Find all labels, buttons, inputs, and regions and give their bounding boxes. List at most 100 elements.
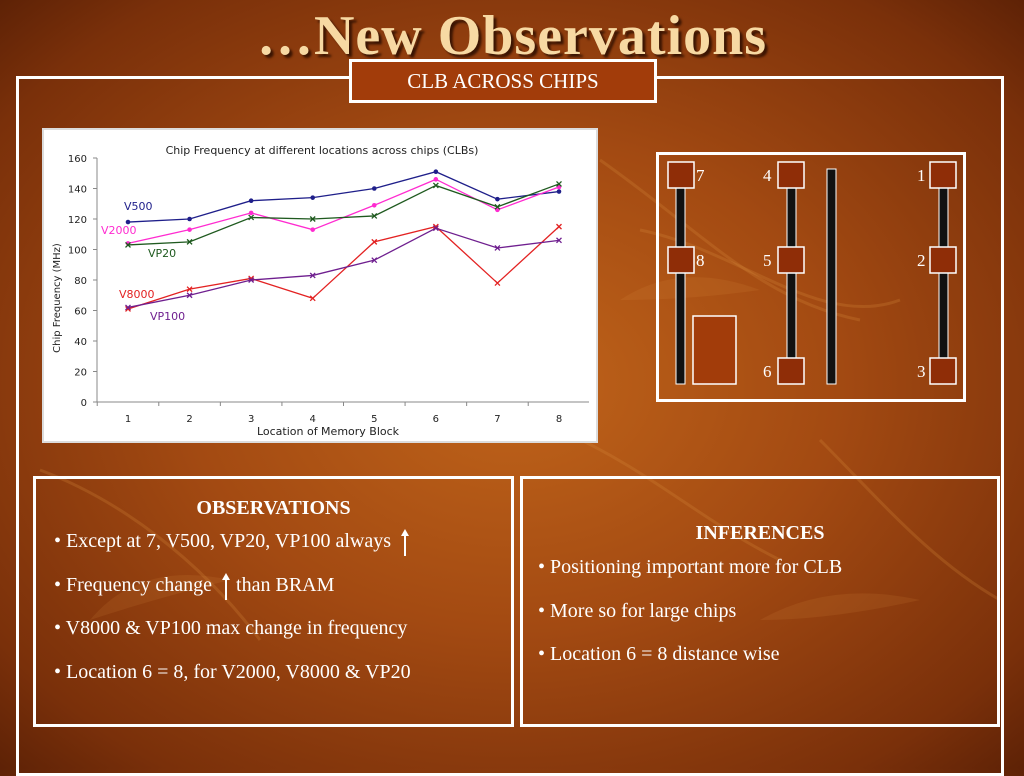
observations-list: • Except at 7, V500, VP20, VP100 always … [54,520,511,694]
column-bar [938,178,949,385]
data-point-stroke [248,214,255,221]
data-point [371,212,378,219]
y-tick-label: 160 [68,154,87,165]
legend-label-vp100: VP100 [150,310,185,323]
y-tick-label: 120 [68,215,87,226]
data-point [187,227,192,232]
chart-y-label: Chip Frequency (MHz) [52,243,63,353]
x-tick-label: 2 [186,414,192,425]
data-point [494,203,501,210]
column-bar [786,178,797,385]
subtitle-box: CLB ACROSS CHIPS [349,59,657,103]
block-label-4: 4 [763,166,772,185]
data-point-stroke [556,237,562,244]
data-point-stroke [309,295,316,302]
data-point-stroke [186,238,193,245]
block-label-1: 1 [917,166,926,185]
list-item: • Location 6 = 8 distance wise [538,633,997,677]
data-point [186,286,193,293]
legend-label-v2000: V2000 [101,224,137,237]
data-point [494,280,501,287]
memory-block-1 [929,161,957,189]
x-tick-label: 6 [433,414,439,425]
data-point [371,257,378,264]
inference-text: • Positioning important more for CLB [538,556,843,578]
inference-text: • More so for large chips [538,599,737,622]
data-point [125,219,131,225]
column-bar [675,178,686,385]
list-item: • Positioning important more for CLB [538,546,997,590]
data-point-stroke [309,216,316,222]
data-point [309,295,316,302]
slide-subtitle: CLB ACROSS CHIPS [407,69,599,93]
y-tick-label: 100 [68,246,87,257]
inferences-heading: INFERENCES [695,522,825,544]
chip-layout-svg: 7 8 4 5 6 1 2 3 [667,161,957,385]
y-tick-label: 20 [74,368,87,379]
chart-panel: Chip Frequency at different locations ac… [42,128,598,443]
data-point-stroke [125,241,131,248]
list-item: • V8000 & VP100 max change in frequency [54,607,511,651]
series-line-vp100 [127,227,560,309]
data-point [187,216,192,222]
y-tick-label: 140 [68,185,87,196]
data-point [433,169,439,175]
data-point [371,186,377,191]
data-point [371,202,377,208]
data-point [248,210,254,216]
data-point [186,292,193,299]
series-line-v8000 [127,225,560,310]
data-point [556,180,562,187]
data-point-stroke [432,225,439,232]
data-point-stroke [309,272,316,279]
memory-block-3 [929,357,957,385]
list-item: • Frequency change than BRAM [54,564,511,608]
data-point-stroke [556,223,562,230]
data-point-stroke [371,257,378,264]
chart-title: Chip Frequency at different locations ac… [166,144,479,157]
observation-text: than BRAM [236,573,335,596]
memory-block-2 [929,246,957,274]
y-tick-label: 0 [81,398,87,409]
data-point-stroke [371,212,378,219]
data-point [371,238,378,245]
data-point [309,272,316,279]
chart-x-label: Location of Memory Block [257,425,400,438]
chip-layout-diagram: 7 8 4 5 6 1 2 3 [656,152,966,402]
legend-label-v500: V500 [124,200,153,213]
series-line-vp20 [127,183,560,246]
data-point-stroke [248,277,255,283]
observation-text: • Except at 7, V500, VP20, VP100 always [54,530,391,552]
data-point [432,182,439,189]
series-line-v2000 [127,178,560,245]
x-tick-label: 8 [556,414,562,425]
y-tick-label: 40 [74,337,87,348]
data-point-stroke [556,180,562,187]
observation-text: • Location 6 = 8, for V2000, V8000 & VP2… [54,660,411,683]
memory-block-7 [667,161,695,189]
list-item: • Except at 7, V500, VP20, VP100 always [54,520,511,564]
data-point-stroke [494,203,501,210]
data-point [310,195,316,200]
x-tick-label: 1 [125,414,131,425]
x-tick-label: 3 [248,414,254,425]
block-label-8: 8 [696,251,705,270]
data-point [310,227,316,232]
frequency-line-chart: Chip Frequency at different locations ac… [52,144,589,438]
up-arrow-icon [401,529,409,557]
data-point [433,177,439,182]
data-point-stroke [494,245,501,251]
data-point [125,241,131,248]
data-point [495,196,500,202]
memory-block-8 [667,246,695,274]
data-point-stroke [125,304,131,311]
observation-text: • V8000 & VP100 max change in frequency [54,617,408,639]
column-bar [826,168,837,385]
data-point [432,225,439,232]
memory-block-4 [777,161,805,189]
block-label-3: 3 [917,362,926,381]
block-label-5: 5 [763,251,772,270]
data-point [248,277,255,283]
data-point-stroke [494,280,501,287]
list-item: • More so for large chips [538,590,997,634]
